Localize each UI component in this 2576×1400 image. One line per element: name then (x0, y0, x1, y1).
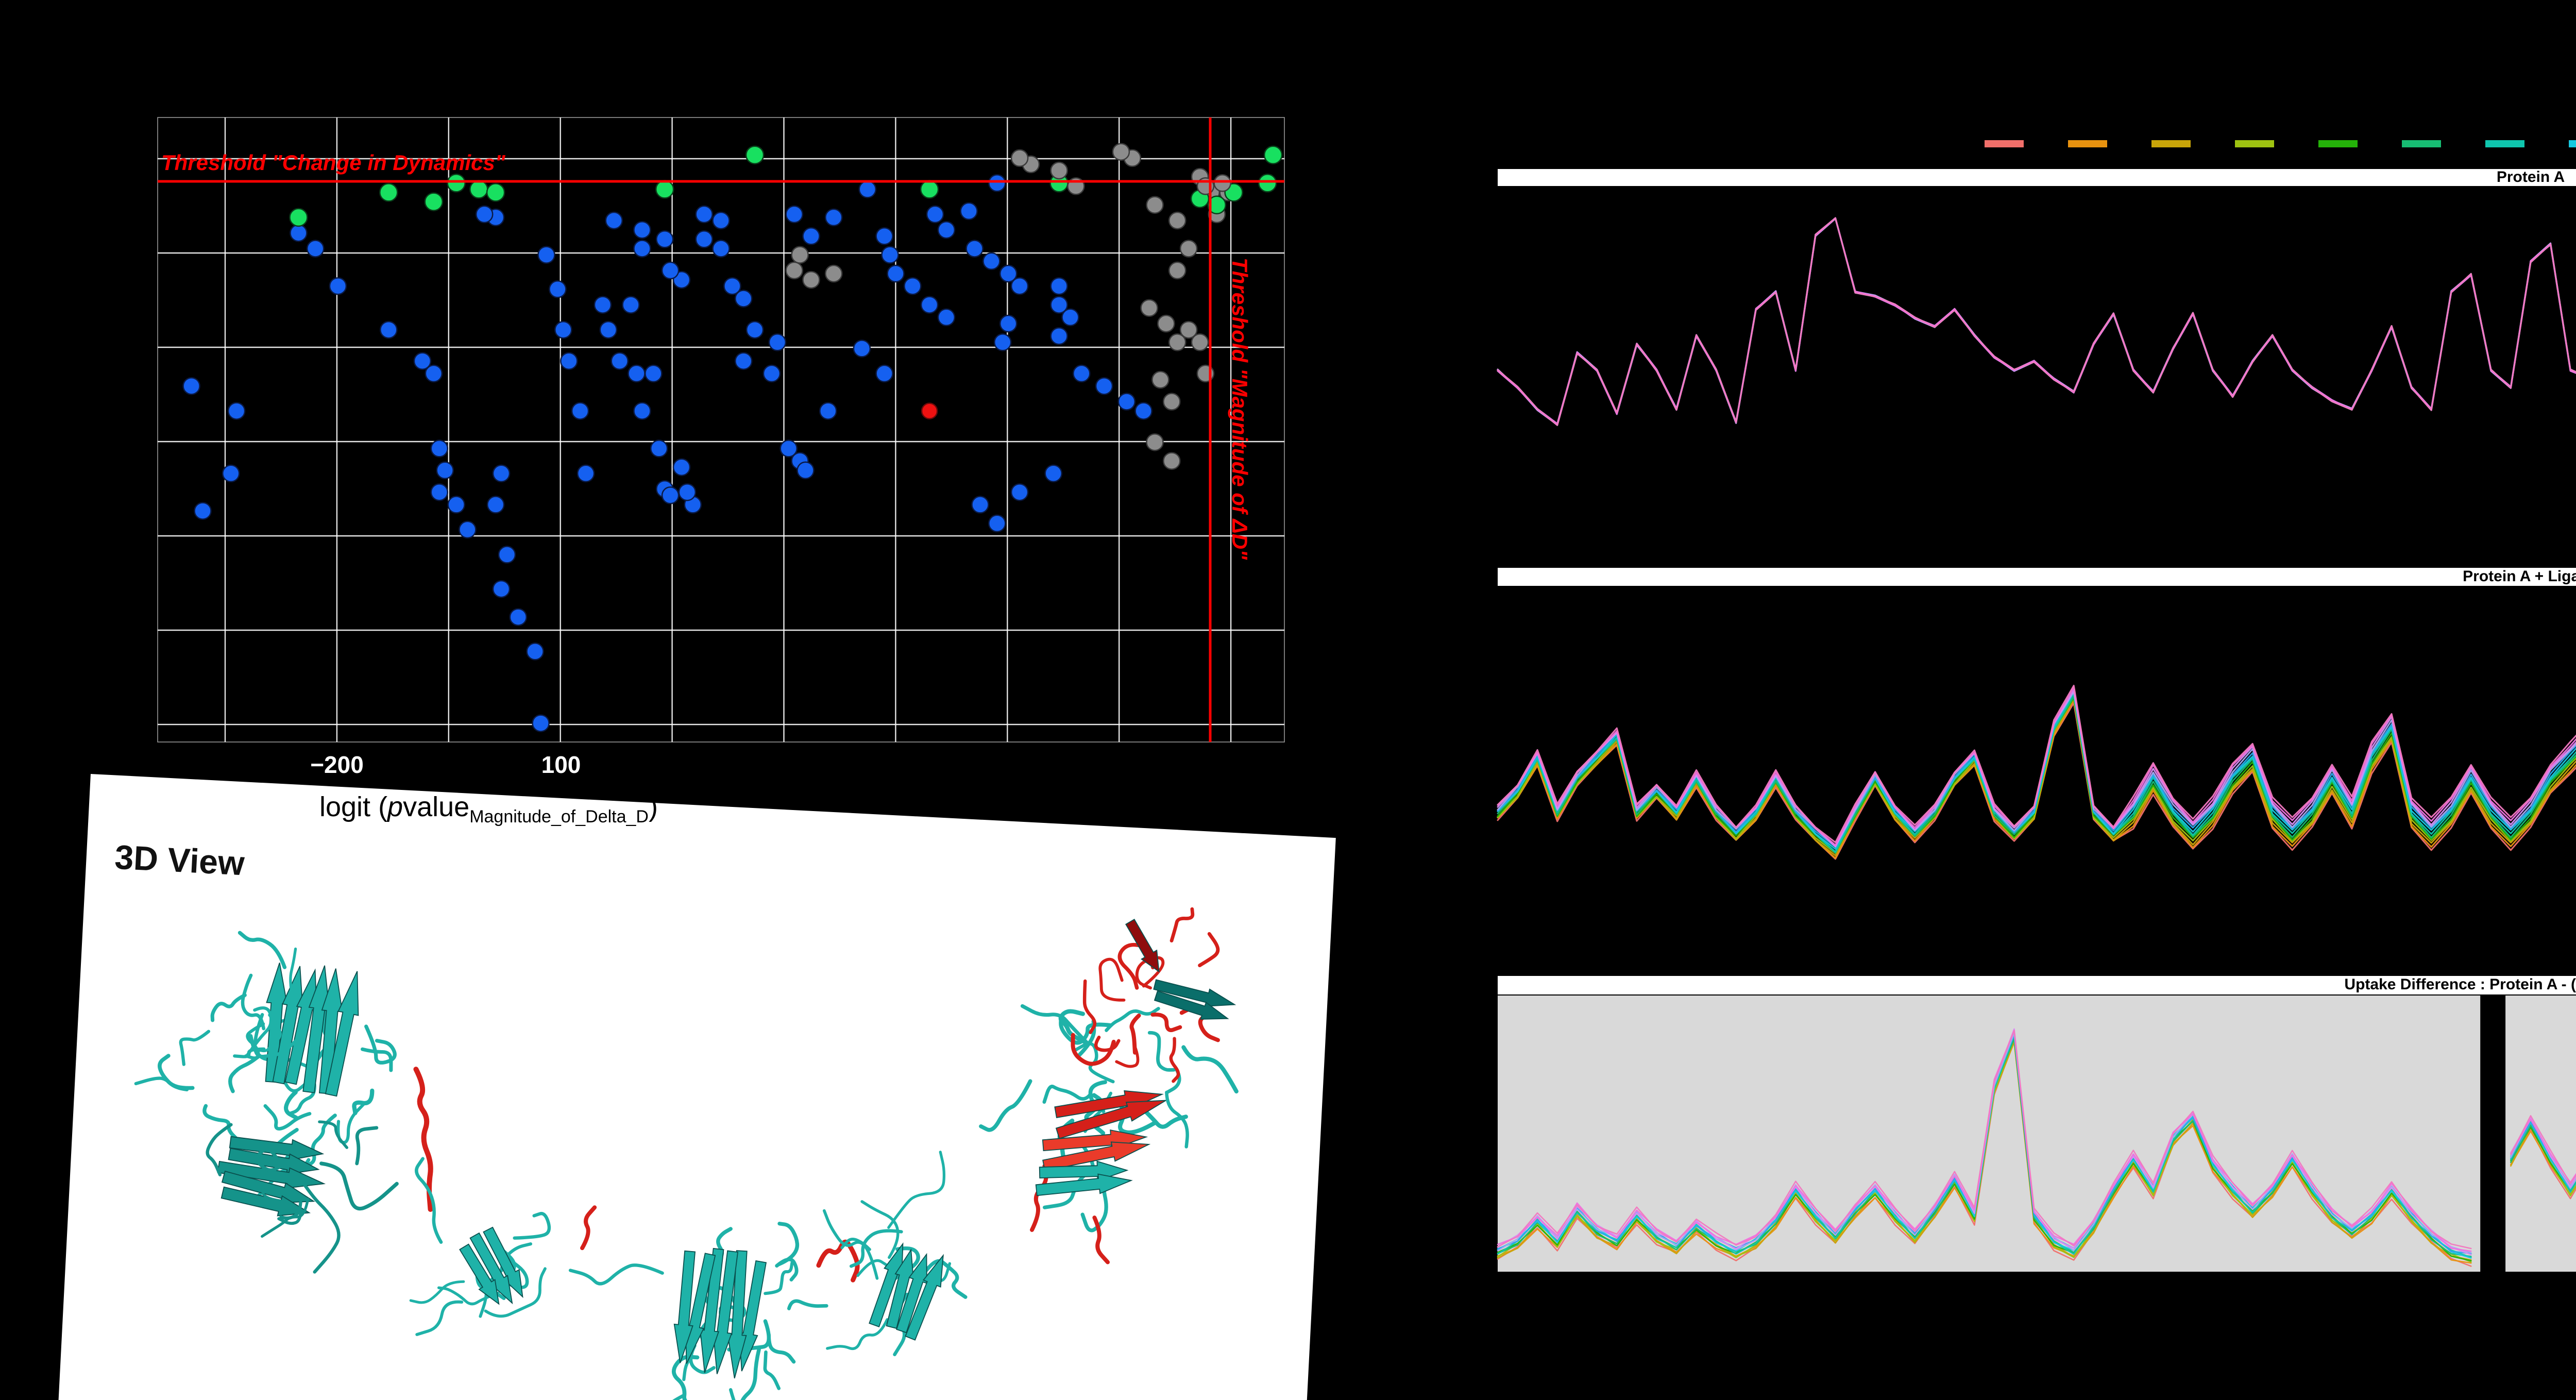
svg-text:Threshold "Change in Dynamics": Threshold "Change in Dynamics" (161, 150, 506, 175)
svg-text:Uptake Difference : Protein A: Uptake Difference : Protein A - (Protein… (2344, 976, 2576, 993)
svg-text:Protein A + Ligand: Protein A + Ligand (2463, 568, 2576, 585)
svg-text:−200: −200 (310, 751, 364, 778)
svg-text:Threshold "Magnitude of ΔD": Threshold "Magnitude of ΔD" (1228, 258, 1252, 560)
svg-text:100: 100 (541, 751, 581, 778)
svg-text:Protein A: Protein A (2497, 168, 2565, 185)
